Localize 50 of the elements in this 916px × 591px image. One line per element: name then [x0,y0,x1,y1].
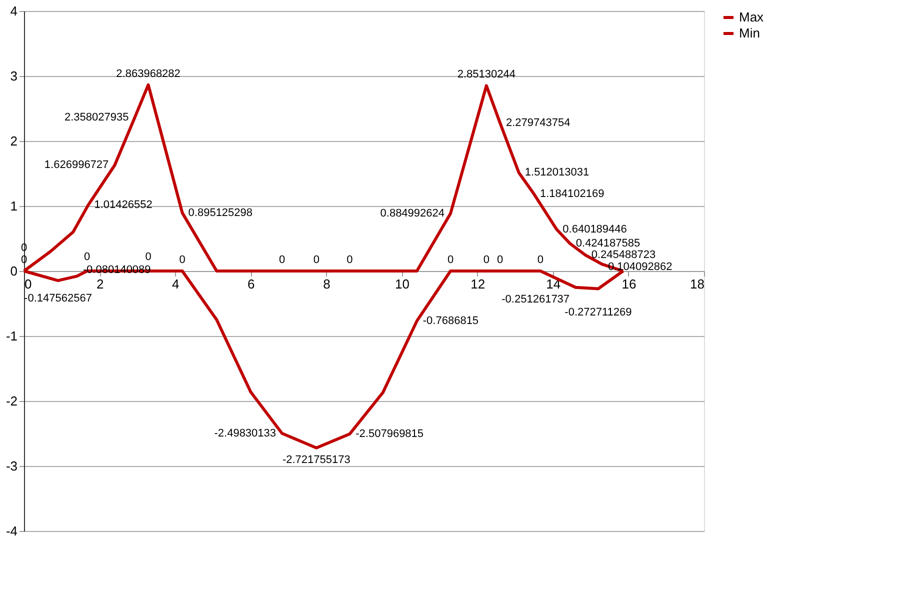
data-label: 0 [278,254,286,266]
data-label: 0 [483,254,490,266]
data-label: 0 [346,254,353,266]
x-tick-label: 10 [395,276,410,292]
x-tick-label: 16 [622,276,636,292]
data-label: -2.721755173 [282,454,350,466]
x-tick-label: 0 [24,276,32,292]
data-label: 0 [496,254,504,266]
x-tick-label: 2 [96,276,104,292]
legend-label: Max [739,10,764,24]
data-label: -0.272711269 [564,306,632,319]
data-label: 0 [145,251,152,263]
data-label: 0 [313,254,320,266]
data-label: 2.358027935 [64,112,129,124]
data-label: -0.251261737 [502,293,570,306]
data-label: 0 [84,251,90,263]
data-label: -2.49830133 [214,427,276,440]
y-tick-label: -1 [6,328,18,344]
data-label: 1.184102169 [540,188,604,200]
y-tick-label: -3 [6,458,18,474]
x-tick-label: 8 [323,276,330,292]
data-label: 0.424187585 [576,237,640,250]
data-label: 0.884992624 [380,207,445,220]
data-label: 0 [447,254,454,266]
data-label: 1.626996727 [44,159,109,172]
data-label: 0 [179,254,186,266]
x-tick-label: 6 [248,276,255,292]
y-tick-label: -2 [6,394,18,408]
y-tick-label: 3 [10,68,18,84]
data-label: 2.863968282 [116,68,180,80]
data-label: 1.01426552 [94,199,152,212]
data-label: 1.512013031 [524,166,590,179]
x-tick-label: 18 [690,276,704,292]
y-tick-label: 2 [10,134,18,148]
y-tick-label: 0 [10,264,18,278]
data-label: 0 [537,254,544,266]
x-tick-label: 14 [546,276,561,292]
x-tick-label: 4 [172,276,180,292]
data-label: -0.7686815 [422,314,479,327]
y-tick-label: 1 [10,198,18,214]
y-tick-label: 4 [10,4,18,18]
data-label: 2.85130244 [457,68,516,81]
data-label: -2.507969815 [356,428,424,440]
data-label: 2.279743754 [506,116,570,129]
data-label: 0.640189446 [562,223,627,236]
y-tick-label: -4 [6,524,18,538]
x-tick-label: 12 [470,276,486,292]
data-label: 0.895125298 [188,206,253,219]
legend-label: Min [739,26,760,40]
data-label: 0.245488723 [591,249,656,262]
